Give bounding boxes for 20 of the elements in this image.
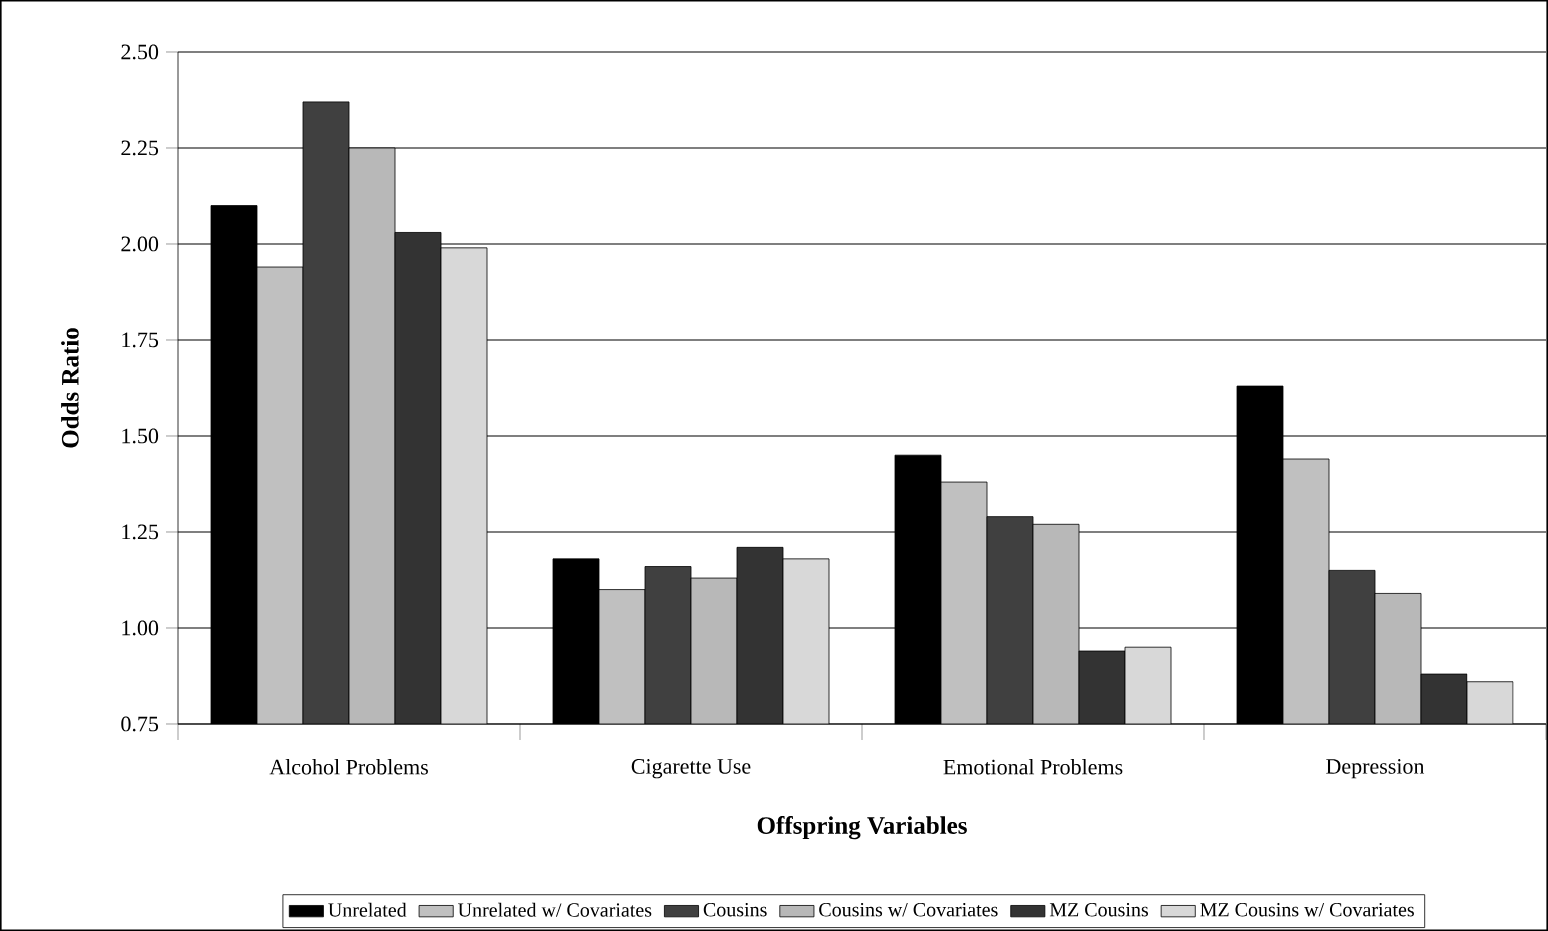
legend-label: MZ Cousins [1049,903,1148,917]
legend-label: Unrelated [328,902,407,917]
x-axis-title: Offspring Variables [757,816,967,840]
y-tick-label: 2.50 [121,44,159,60]
legend-label: MZ Cousins w/ Covariates [1200,903,1414,917]
legend-label: Cousins w/ Covariates [819,903,998,917]
x-tick-label: Alcohol Problems [269,759,428,775]
x-tick-label: Emotional Problems [943,759,1123,775]
y-tick-label: 2.25 [121,140,159,156]
legend-label: Cousins [703,903,767,917]
y-tick-label: 1.25 [122,524,159,540]
y-tick-label: 1.75 [122,332,159,348]
x-tick-label: Depression [1326,759,1425,779]
x-tick-label: Cigarette Use [631,759,751,779]
y-tick-label: 0.75 [121,716,159,732]
legend-label: Unrelated w/ Covariates [458,902,652,917]
y-tick-label: 1.50 [122,428,159,444]
y-tick-label: 2.00 [121,236,159,252]
y-tick-label: 1.00 [122,620,159,636]
y-axis-title: Odds Ratio [61,328,79,448]
